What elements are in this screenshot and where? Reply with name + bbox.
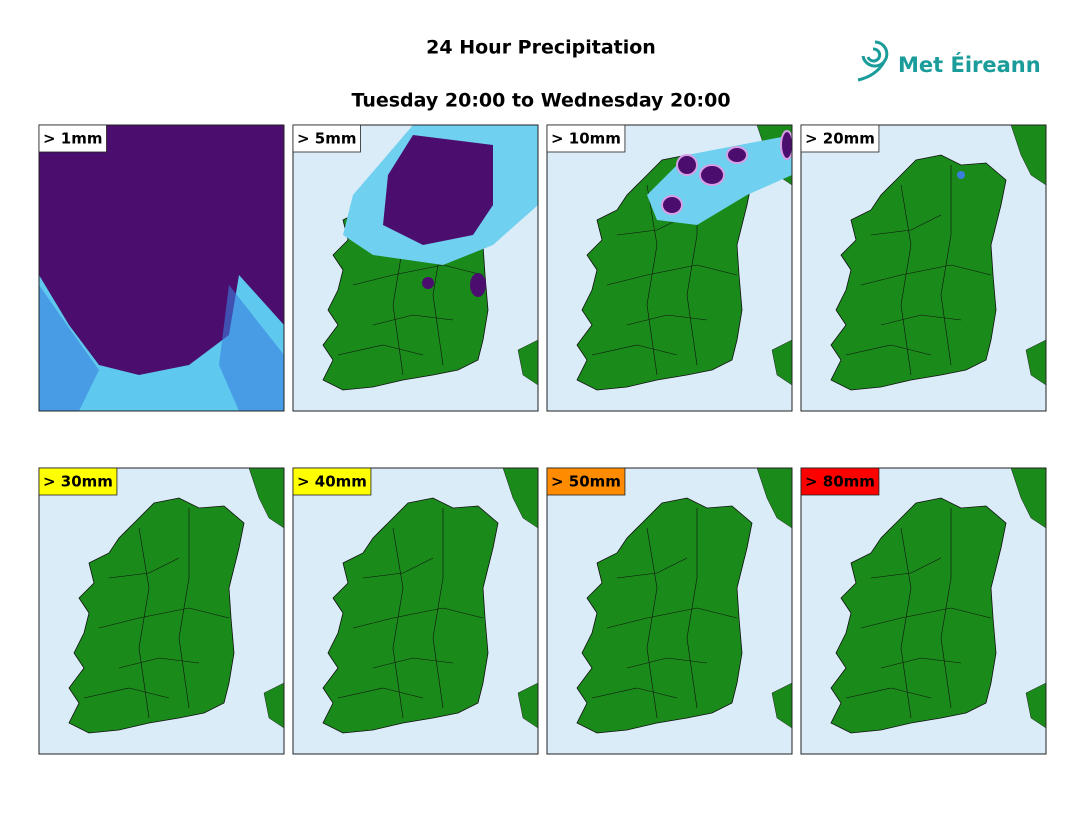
label-box <box>800 124 880 153</box>
rain-heavy <box>39 125 284 375</box>
wales <box>517 682 538 729</box>
map-panel: > 30mm <box>38 467 285 755</box>
map-panel: > 1mm <box>38 124 285 412</box>
ireland <box>322 497 499 734</box>
panel-label: > 10mm <box>551 130 621 148</box>
wales <box>771 682 792 729</box>
panel-frame <box>292 467 539 755</box>
county-borders <box>591 165 738 376</box>
rain-cell <box>676 154 698 176</box>
panel-label: > 1mm <box>43 130 103 148</box>
panel-frame <box>546 467 793 755</box>
ireland <box>68 497 245 734</box>
panel-label: > 80mm <box>805 473 875 491</box>
map-panel: > 5mm <box>292 124 539 412</box>
wales <box>517 339 538 386</box>
rain-band <box>39 285 99 411</box>
county-borders <box>845 165 992 376</box>
logo-text: Met Éireann <box>898 52 1041 77</box>
map-panel: > 10mm <box>546 124 793 412</box>
panel-frame <box>38 467 285 755</box>
county-borders <box>337 508 484 719</box>
map-content <box>801 468 1046 754</box>
scotland <box>502 468 538 529</box>
rain-cell <box>957 171 965 179</box>
label-box <box>800 467 880 496</box>
panel-frame <box>546 124 793 412</box>
wales <box>1025 339 1046 386</box>
label-box <box>546 467 626 496</box>
label-box <box>38 467 118 496</box>
map-content <box>39 125 284 411</box>
wales <box>771 339 792 386</box>
scotland <box>756 468 792 529</box>
rain-cell <box>470 273 486 297</box>
rain-heavy <box>383 135 493 245</box>
county-borders <box>83 508 230 719</box>
label-box <box>292 467 372 496</box>
map-content <box>801 125 1046 411</box>
logo: Met Éireann <box>857 40 1041 82</box>
ireland <box>830 154 1007 391</box>
map-panel: > 50mm <box>546 467 793 755</box>
panel-frame <box>38 124 285 412</box>
title: 24 Hour Precipitation <box>426 37 656 59</box>
panel-frame <box>800 124 1047 412</box>
scotland <box>248 468 284 529</box>
label-box <box>546 124 626 153</box>
map-panel: > 20mm <box>800 124 1047 412</box>
ireland <box>576 497 753 734</box>
panel-label: > 5mm <box>297 130 357 148</box>
label-box <box>38 124 107 153</box>
wales <box>263 682 284 729</box>
map-panel: > 40mm <box>292 467 539 755</box>
map-content <box>39 468 284 754</box>
panel-frame <box>800 467 1047 755</box>
rain-cell <box>422 277 434 289</box>
panel-label: > 20mm <box>805 130 875 148</box>
scotland <box>1010 125 1046 186</box>
rain-band <box>219 285 284 411</box>
logo-swirl <box>857 40 889 82</box>
map-content <box>547 468 792 754</box>
county-borders <box>591 508 738 719</box>
label-box <box>292 124 361 153</box>
subtitle: Tuesday 20:00 to Wednesday 20:00 <box>351 90 730 112</box>
map-content <box>547 125 792 411</box>
rain-cell <box>699 164 725 186</box>
county-borders <box>845 508 992 719</box>
panel-label: > 30mm <box>43 473 113 491</box>
wales <box>1025 682 1046 729</box>
rain-cell <box>661 195 683 215</box>
scotland <box>1010 468 1046 529</box>
rain-cell <box>780 130 792 160</box>
panel-label: > 50mm <box>551 473 621 491</box>
panel-label: > 40mm <box>297 473 367 491</box>
map-content <box>293 468 538 754</box>
map-panel: > 80mm <box>800 467 1047 755</box>
rain-cell <box>726 146 748 164</box>
map-content <box>293 125 538 411</box>
panel-frame <box>292 124 539 412</box>
ireland <box>830 497 1007 734</box>
